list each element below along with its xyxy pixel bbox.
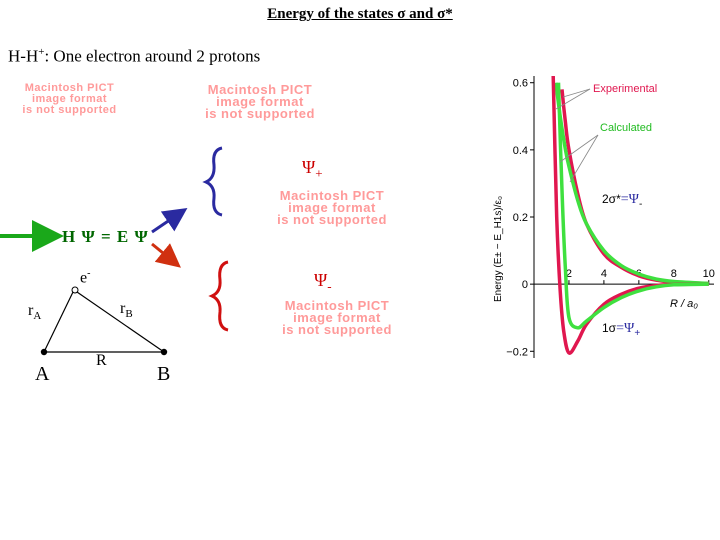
- state-upper-sub: -: [639, 199, 642, 210]
- annotation-calculated: Calculated: [600, 122, 652, 134]
- proton-a-label: A: [35, 363, 50, 385]
- series-line-calculated-sigma-star: [554, 82, 709, 286]
- pict-placeholder-4: Macintosh PICT image format is not suppo…: [227, 298, 447, 337]
- arrow-to-psi-minus: [151, 242, 181, 268]
- pict-line: is not supported: [205, 106, 315, 121]
- electron-symbol: e: [80, 269, 88, 287]
- y-tick-label: −0.2: [506, 346, 528, 358]
- annotation-pointer: [559, 134, 599, 163]
- state-lower-eq: =Ψ: [616, 321, 635, 336]
- ra-label: rA: [28, 302, 41, 322]
- line-rb: [76, 291, 165, 353]
- subtitle-rest: : One electron around 2 protons: [44, 46, 261, 66]
- rb-main: r: [120, 300, 126, 317]
- pict-line: is not supported: [22, 104, 117, 116]
- y-axis-label: Energy (E± − E_H1s)/ε₀: [493, 196, 504, 302]
- pict-line: Macintosh PICT: [279, 188, 385, 203]
- x-axis-label: R / a₀: [670, 298, 698, 310]
- pict-line: Macintosh PICT: [284, 298, 390, 313]
- psi-plus-symbol: Ψ: [302, 157, 316, 177]
- proton-b-label: B: [157, 363, 171, 385]
- rb-label: rB: [120, 300, 133, 320]
- ra-main: r: [28, 302, 34, 319]
- annotation-pointer: [555, 88, 591, 110]
- x-tick-label: 10: [703, 268, 715, 280]
- state-lower-name: 1σ: [602, 321, 617, 335]
- schrodinger-equation: H Ψ = E Ψ: [62, 227, 149, 246]
- page-title: Energy of the states σ and σ*: [267, 6, 453, 22]
- brace-psi-minus: [208, 260, 229, 332]
- pict-line: is not supported: [277, 212, 387, 227]
- chart-axes: 0.60.40.20−0.22 4 6 8 10: [506, 76, 715, 358]
- energy-chart: 0.60.40.20−0.22 4 6 8 10 Energy (E± − E_H1s)…: [493, 76, 715, 358]
- annotation-pointer: [569, 134, 599, 183]
- proton-a-dot: [40, 348, 48, 356]
- electron-charge: -: [87, 268, 91, 279]
- electron-label: e-: [80, 268, 90, 287]
- subtitle-prefix: H-H: [8, 46, 39, 66]
- state-label-lower: 1σ=Ψ+: [602, 321, 640, 339]
- y-tick-label: 0.4: [513, 145, 528, 157]
- annotation-pointer: [562, 88, 591, 98]
- brace-psi-plus: [202, 146, 223, 217]
- proton-b-dot: [160, 348, 168, 356]
- series-line-calculated-sigma: [556, 82, 709, 330]
- y-tick-label: 0.2: [513, 212, 528, 224]
- pict-line: is not supported: [282, 322, 392, 337]
- annotation-experimental: Experimental: [593, 83, 657, 95]
- x-tick-label: 2: [566, 268, 572, 280]
- psi-minus-label: Ψ-: [314, 270, 332, 295]
- state-label-upper: 2σ*=Ψ-: [602, 192, 642, 210]
- psi-plus-sub: +: [315, 165, 323, 181]
- pict-line: image format: [216, 94, 304, 109]
- rb-sub: B: [125, 308, 133, 321]
- y-tick-label: 0: [522, 279, 528, 291]
- x-tick-label: 8: [671, 268, 677, 280]
- subtitle: H-H+: One electron around 2 protons: [8, 46, 260, 67]
- x-tick-label: 4: [601, 268, 607, 280]
- psi-minus-sub: -: [327, 278, 332, 294]
- subtitle-sup: +: [38, 46, 45, 58]
- y-tick-label: 0.6: [513, 78, 528, 90]
- arrow-to-psi-plus: [151, 207, 188, 234]
- pict-placeholder-1: Macintosh PICT image format is not suppo…: [2, 83, 137, 116]
- pict-line: Macintosh PICT: [24, 82, 115, 94]
- psi-plus-label: Ψ+: [302, 157, 323, 182]
- pict-line: image format: [293, 310, 381, 325]
- state-upper-eq: =Ψ: [621, 192, 640, 207]
- state-upper-name: 2σ*: [602, 192, 621, 206]
- series-line-experimental-sigma: [551, 76, 709, 355]
- line-ra: [43, 291, 74, 353]
- pict-line: image format: [31, 93, 108, 105]
- psi-minus-symbol: Ψ: [314, 270, 328, 290]
- pict-placeholder-2: Macintosh PICT image format is not suppo…: [160, 82, 360, 121]
- state-lower-sub: +: [634, 328, 640, 339]
- pict-line: Macintosh PICT: [207, 82, 313, 97]
- diagram-graphics: [0, 146, 229, 356]
- series-line-experimental-sigma-star: [560, 89, 709, 286]
- pict-placeholder-3: Macintosh PICT image format is not suppo…: [222, 188, 442, 227]
- distance-r-label: R: [96, 352, 107, 369]
- electron-dot: [71, 286, 79, 294]
- pict-line: image format: [288, 200, 376, 215]
- chart-series: [551, 76, 709, 355]
- ra-sub: A: [33, 310, 42, 323]
